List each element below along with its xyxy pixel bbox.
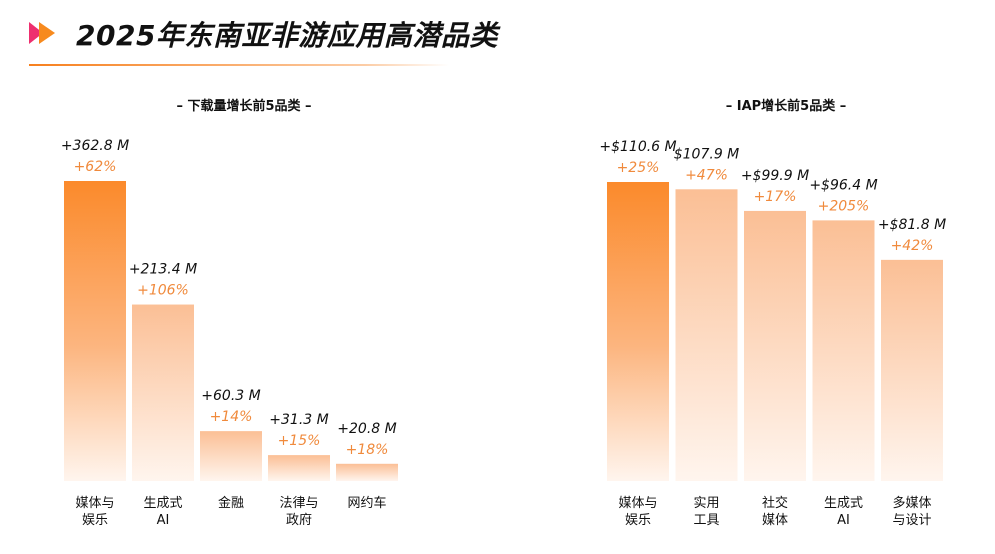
value-label: +213.4 M <box>129 262 197 278</box>
growth-label: +18% <box>346 442 389 458</box>
growth-label: +42% <box>891 238 934 254</box>
growth-label: +25% <box>617 160 660 176</box>
category-label: AI <box>157 513 170 528</box>
growth-label: +14% <box>210 409 253 425</box>
category-label: 多媒体 <box>892 495 931 511</box>
title-divider <box>29 64 449 66</box>
category-label: 生成式 <box>824 496 863 511</box>
value-label: +31.3 M <box>269 412 328 428</box>
bar <box>881 259 943 481</box>
bar <box>744 210 806 481</box>
bar <box>336 463 398 481</box>
bar <box>607 182 669 481</box>
category-label: 媒体与 <box>75 496 114 511</box>
value-label: +$99.9 M <box>741 168 809 184</box>
bar <box>64 181 126 481</box>
chart-title: – 下载量增长前5品类 – <box>176 98 311 114</box>
bar <box>812 220 875 481</box>
growth-label: +106% <box>137 283 189 299</box>
category-label: 媒体 <box>762 513 788 528</box>
value-label: +$110.6 M <box>599 139 676 155</box>
growth-label: +62% <box>74 159 117 175</box>
category-label: 网约车 <box>347 495 386 511</box>
value-label: +60.3 M <box>201 388 260 404</box>
value-label: +$96.4 M <box>809 177 877 193</box>
category-label: 生成式 <box>143 496 182 511</box>
page-title: 2025年东南亚非游应用高潜品类 <box>76 19 498 52</box>
category-label: 工具 <box>693 513 719 528</box>
growth-label: +205% <box>818 198 870 214</box>
category-label: 娱乐 <box>625 513 651 528</box>
logo-triangle-orange <box>39 22 55 44</box>
chart-title: – IAP增长前5品类 – <box>726 98 847 114</box>
growth-label: +47% <box>685 167 728 183</box>
brand-logo <box>29 22 55 44</box>
value-label: $107.9 M <box>674 146 740 162</box>
category-label: 实用 <box>693 496 719 511</box>
category-label: 政府 <box>286 513 312 528</box>
category-label: 社交 <box>762 495 788 511</box>
logo-triangle-pink <box>29 22 43 44</box>
bar <box>268 455 330 481</box>
bar <box>132 304 194 481</box>
value-label: +362.8 M <box>61 138 129 154</box>
value-label: +20.8 M <box>337 421 396 437</box>
category-label: 媒体与 <box>618 496 657 511</box>
bar <box>675 189 738 482</box>
category-label: 法律与 <box>279 496 318 511</box>
value-label: +$81.8 M <box>878 217 946 233</box>
category-label: 娱乐 <box>82 513 108 528</box>
category-label: AI <box>837 513 850 528</box>
bar <box>200 431 262 481</box>
category-label: 与设计 <box>892 513 931 528</box>
growth-label: +15% <box>278 433 321 449</box>
category-label: 金融 <box>218 495 244 511</box>
growth-label: +17% <box>754 189 797 205</box>
